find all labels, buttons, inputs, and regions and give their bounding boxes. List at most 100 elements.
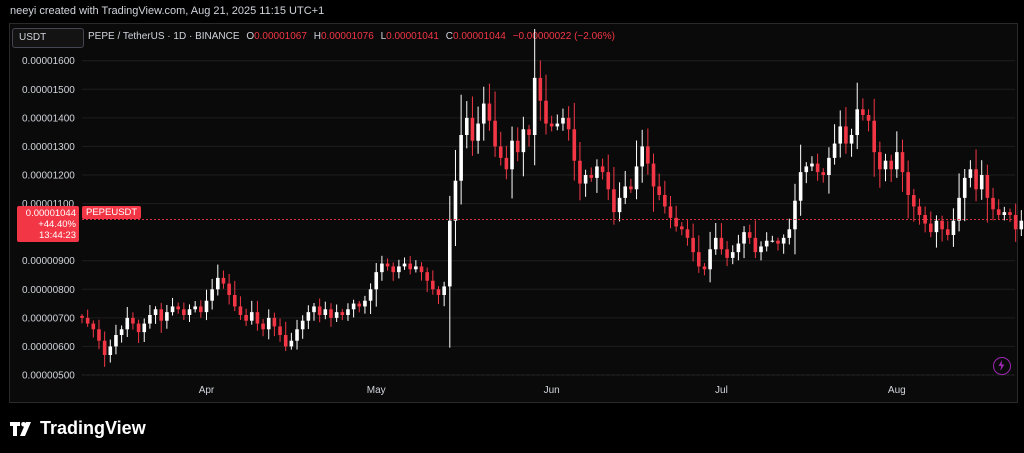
time-tick-label: May	[367, 385, 386, 396]
candle-up	[148, 304, 152, 329]
candle-body	[725, 249, 729, 258]
candle-body	[912, 195, 916, 207]
candle-body	[855, 109, 860, 135]
candle-down	[923, 206, 927, 233]
candle-down	[680, 222, 684, 236]
legend-high-label: H	[313, 31, 321, 42]
candle-down	[821, 168, 826, 183]
candle-body	[872, 120, 876, 153]
price-axis-labels: 0.00001600 0.00001500 0.00001400 0.00001300…	[22, 56, 75, 381]
candle-down	[261, 319, 265, 337]
chart-panel	[9, 23, 1018, 403]
candle-down	[872, 98, 876, 177]
candle-body	[329, 309, 333, 318]
candle-up	[1019, 210, 1024, 237]
candle-body	[476, 123, 480, 141]
candle-body	[380, 263, 384, 273]
candle-down	[612, 167, 616, 225]
candle-body	[917, 206, 922, 215]
candle-down	[725, 241, 729, 267]
candle-down	[544, 74, 548, 135]
candle-down	[600, 158, 605, 180]
candle-body	[974, 169, 978, 190]
candle-body	[91, 323, 96, 330]
candle-down	[227, 273, 231, 305]
candle-body	[385, 263, 390, 267]
candle-body	[391, 266, 396, 273]
candle-body	[889, 160, 893, 170]
candle-body	[991, 197, 995, 210]
candle-down	[102, 331, 107, 367]
candle-body	[232, 295, 237, 307]
candle-body	[142, 323, 147, 333]
candle-up	[510, 126, 514, 199]
candle-up	[742, 226, 746, 259]
currency-selector[interactable]: USDT	[12, 28, 84, 48]
candle-down	[991, 187, 995, 221]
candle-body	[730, 252, 735, 258]
candle-body	[414, 266, 418, 270]
candle-down	[487, 83, 492, 131]
candle-body	[80, 315, 84, 318]
candle-body	[97, 329, 101, 341]
candle-down	[815, 153, 820, 181]
candle-up	[730, 245, 735, 265]
candle-body	[148, 315, 152, 324]
candle-down	[912, 188, 916, 222]
lightning-icon[interactable]	[993, 357, 1011, 375]
candle-up	[414, 260, 418, 273]
candle-down	[91, 320, 96, 338]
candle-body	[114, 335, 118, 347]
candle-body	[249, 312, 254, 321]
candle-body	[827, 157, 831, 175]
candle-body	[895, 152, 899, 170]
candle-up	[561, 108, 565, 131]
candle-body	[306, 312, 311, 321]
candle-down	[255, 300, 260, 331]
candle-up	[895, 131, 899, 178]
candle-down	[996, 199, 1001, 220]
candle-down	[696, 235, 701, 273]
time-tick-label: Jun	[544, 385, 560, 396]
candle-body	[640, 146, 644, 167]
candle-body	[102, 340, 107, 355]
candle-body	[787, 229, 792, 238]
candle-body	[832, 143, 837, 158]
candle-down	[136, 319, 141, 343]
candle-down	[80, 314, 84, 324]
candle-down	[221, 270, 226, 289]
candle-up	[165, 304, 169, 329]
candle-body	[402, 263, 407, 267]
candle-body	[136, 323, 141, 333]
brand-logo[interactable]: TradingView	[10, 418, 146, 439]
candle-body	[849, 135, 854, 144]
price-tick-label: 0.00000600	[22, 342, 75, 353]
candle-body	[951, 220, 956, 235]
legend-symbol[interactable]: PEPE / TetherUS · 1D · BINANCE	[88, 31, 240, 42]
candle-down	[238, 296, 243, 321]
candle-up	[380, 255, 384, 281]
candle-body	[793, 200, 797, 230]
candle-body	[776, 240, 780, 244]
candle-down	[385, 258, 390, 271]
candle-body	[623, 186, 628, 198]
candle-up	[346, 303, 350, 321]
candle-down	[97, 319, 101, 350]
candle-up	[204, 289, 209, 321]
candle-up	[855, 82, 860, 150]
candle-down	[419, 262, 424, 281]
candle-body	[810, 163, 814, 167]
candle-up	[883, 153, 888, 182]
candle-down	[317, 298, 322, 323]
candle-body	[312, 306, 316, 313]
tradingview-logo-icon	[10, 421, 31, 436]
candle-body	[464, 117, 469, 135]
candle-down	[391, 262, 396, 281]
candle-body	[216, 277, 220, 290]
candle-body	[199, 306, 203, 313]
candle-down	[928, 211, 933, 238]
candle-body	[176, 306, 180, 310]
candle-body	[481, 103, 486, 124]
candle-up	[142, 318, 147, 343]
